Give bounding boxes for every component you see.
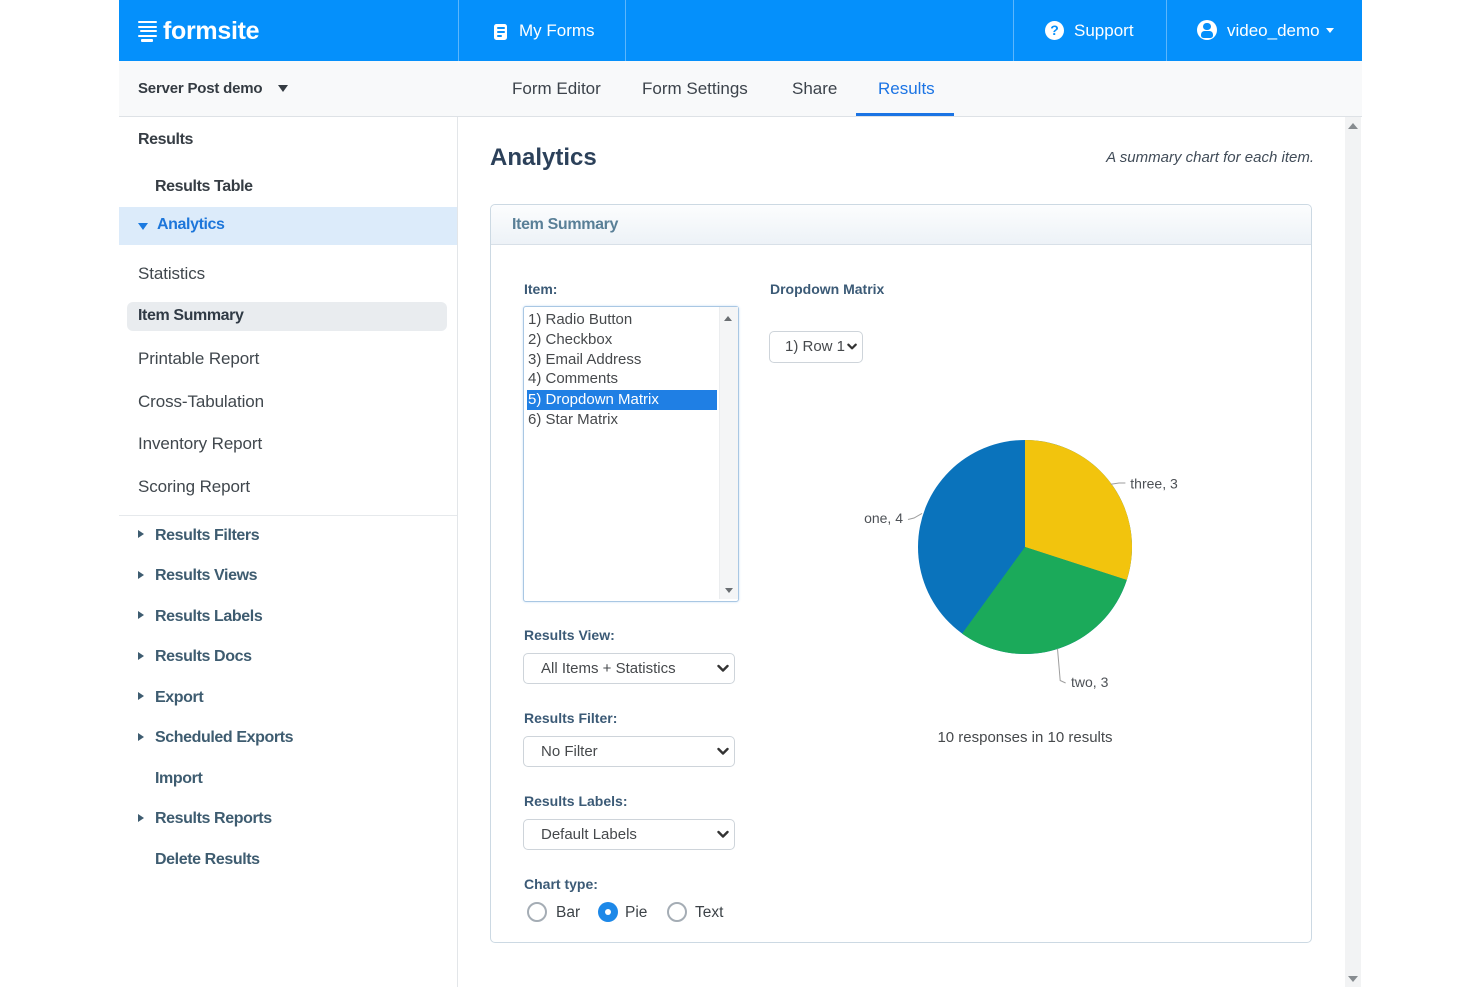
- svg-text:one, 4: one, 4: [864, 510, 903, 526]
- svg-text:three, 3: three, 3: [1130, 475, 1178, 491]
- svg-text:two, 3: two, 3: [1071, 674, 1109, 690]
